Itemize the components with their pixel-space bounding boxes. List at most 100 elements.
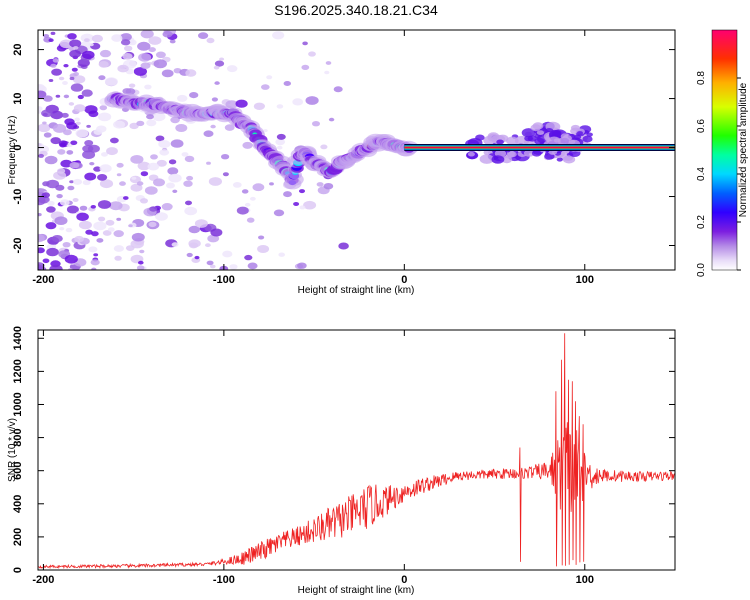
spectrogram-blob: [166, 182, 175, 189]
spectrogram-blob: [43, 95, 53, 102]
spectrogram-blob: [77, 94, 84, 100]
spectrogram-blob: [55, 184, 65, 191]
spectrogram-blob: [124, 45, 133, 52]
spectrogram-blob: [206, 161, 211, 165]
spectrogram-blob: [140, 30, 154, 39]
spectrogram-blob: [54, 216, 68, 225]
spectrogram-blob: [84, 140, 94, 146]
spectrogram-blob: [57, 168, 66, 174]
spectrogram-blob: [299, 189, 305, 194]
spectrogram-blob: [38, 153, 44, 158]
spectrogram-blob: [138, 260, 144, 265]
spectrogram-blob: [276, 133, 286, 140]
spectrogram-blob: [283, 191, 292, 198]
spectrogram-blob: [66, 205, 79, 214]
spectrogram-blob: [320, 144, 328, 150]
spectrogram-blob: [70, 140, 78, 146]
spectrogram-blob: [73, 72, 79, 76]
spectrogram-blob: [570, 124, 581, 131]
spectrogram-blob: [299, 205, 306, 210]
spectrogram-blob: [222, 250, 233, 258]
spectrogram-blob: [312, 121, 320, 127]
spectrogram-blob: [161, 69, 174, 78]
spectrogram-blob: [206, 260, 214, 266]
spectrogram-blob: [496, 139, 504, 145]
spectrogram-blob: [244, 254, 253, 261]
spectrogram-blob: [116, 217, 122, 221]
spectrogram-blob: [297, 262, 307, 269]
spectrogram-blob: [74, 117, 80, 122]
spectrogram-blob: [67, 185, 75, 191]
spectrogram-blob: [72, 198, 79, 202]
spectrogram-blob: [51, 68, 62, 76]
spectrogram-blob: [105, 219, 115, 226]
spectrogram-blob: [73, 46, 79, 50]
spectrogram-blob: [328, 117, 335, 122]
spectrogram-blob: [214, 81, 220, 85]
spectrogram-blob: [136, 120, 145, 127]
spectrogram-blob: [110, 137, 119, 144]
spectrogram-blob: [261, 84, 270, 90]
spectrogram-blob: [181, 152, 189, 157]
spectrogram-blob: [81, 89, 93, 97]
spectrogram-blob: [146, 114, 154, 120]
spectrogram-blob: [562, 155, 576, 164]
spectrogram-blob: [88, 42, 94, 47]
spectrogram-blob: [224, 124, 235, 131]
spectrogram-blob: [50, 137, 61, 145]
spectrogram-blob: [229, 264, 238, 270]
spectrogram-blob: [276, 145, 283, 150]
spectrogram-blob: [93, 129, 103, 135]
spectrogram-blob: [98, 112, 112, 122]
snr-y-tick-label: 0: [12, 567, 24, 573]
spectrogram-blob: [99, 105, 108, 111]
spectrogram-blob: [210, 264, 216, 269]
spectrogram-blob: [152, 112, 166, 122]
spectrogram-blob: [48, 38, 54, 42]
spectrogram-x-axis-label: Height of straight line (km): [298, 285, 415, 296]
spectrogram-blob: [71, 67, 78, 72]
spectrogram-blob: [156, 159, 167, 167]
spectrogram-blob: [75, 121, 81, 126]
spectrogram-blob: [64, 118, 75, 126]
spectrogram-blob: [211, 97, 218, 102]
spectrogram-blob: [269, 182, 274, 186]
spectrogram-blob: [82, 50, 95, 60]
spectrogram-blob: [61, 112, 69, 118]
spectrogram-blob: [99, 49, 112, 58]
spectrogram-blob: [184, 206, 198, 216]
spectrogram-blob: [153, 59, 167, 69]
spectrogram-blob: [116, 162, 124, 168]
spectrogram-blob: [93, 166, 102, 172]
spectrogram-blob: [62, 81, 68, 85]
spectrogram-blob: [130, 155, 144, 164]
spectrogram-blob: [73, 178, 83, 185]
spectrogram-blob: [188, 239, 201, 248]
spectrogram-blob: [68, 102, 75, 106]
spectrogram-y-tick-label: 20: [12, 43, 24, 55]
spectrogram-blob: [167, 167, 179, 175]
spectrogram-blob: [324, 70, 330, 75]
spectrogram-blob: [292, 98, 304, 106]
spectrogram-blob: [303, 200, 317, 210]
spectrogram-blob: [139, 249, 145, 254]
spectrogram-blob: [170, 139, 184, 148]
spectrogram-blob: [44, 155, 58, 165]
spectrogram-blob: [266, 75, 273, 80]
spectrogram-blob: [91, 34, 103, 43]
spectrogram-blob: [275, 138, 286, 146]
spectrogram-blob: [43, 132, 52, 138]
spectrogram-blob: [69, 180, 74, 184]
spectrogram-blob: [205, 243, 211, 248]
spectrogram-blob: [59, 227, 65, 231]
spectrogram-blob: [80, 33, 94, 43]
spectrogram-blob: [185, 69, 197, 77]
spectrogram-blob: [46, 206, 56, 213]
colorbar-gradient: [711, 29, 738, 271]
spectrogram-blob: [144, 186, 158, 195]
spectrogram-blob: [250, 196, 256, 201]
spectrogram-blob: [59, 39, 73, 49]
spectrogram-blob: [75, 129, 89, 138]
spectrogram-blob: [129, 122, 139, 130]
